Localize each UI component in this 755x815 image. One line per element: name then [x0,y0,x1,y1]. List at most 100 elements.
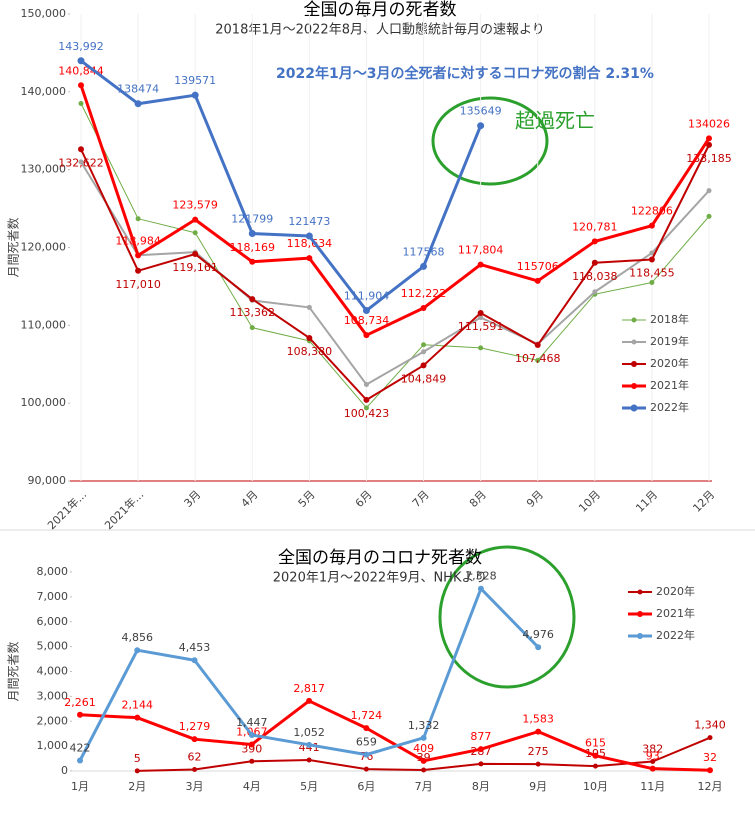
data-point [535,357,541,363]
data-point [363,405,369,411]
data-point [363,396,370,403]
data-point [249,258,256,265]
data-label: 2,144 [122,699,154,712]
y-tick-label: 120,000 [21,241,67,254]
data-point [78,159,84,165]
data-point [77,711,83,718]
data-point [78,146,84,153]
data-label: 117,010 [115,278,161,291]
data-point [134,100,142,108]
data-point [650,758,656,764]
legend-marker [637,589,643,595]
data-point [363,381,369,387]
y-tick-label: 1,000 [37,739,69,752]
x-tick-label: 4月 [243,780,261,793]
data-label: 108,734 [344,314,390,327]
y-tick-label: 150,000 [21,7,67,20]
data-point [420,757,427,764]
data-label: 135649 [460,105,502,118]
data-point [135,252,142,259]
x-tick-label: 8月 [472,780,490,793]
data-point [248,741,255,748]
legend-label: 2022年 [650,400,689,414]
x-tick-label: 2月 [128,780,146,793]
data-label: 7,328 [465,570,497,583]
data-label: 117,804 [458,244,504,257]
data-label: 121473 [288,215,330,228]
annotation: 2022年1月〜3月の全死者に対するコロナ死の割合 2.31% [276,65,654,82]
data-point [191,736,198,743]
x-tick-label: 5月 [300,780,318,793]
legend-label: 2021年 [650,378,689,392]
data-label: 1,279 [179,720,211,733]
data-point [420,305,427,312]
legend-marker [631,361,637,367]
data-point [249,296,256,303]
data-label: 659 [356,736,377,749]
data-point [478,315,484,321]
y-tick-label: 5,000 [37,640,69,653]
data-point [477,122,485,130]
chart-title: 全国の毎月の死者数 [304,0,457,20]
legend-marker [631,339,637,345]
series-line [79,699,711,772]
y-tick-label: 100,000 [21,396,67,409]
data-label: 1,447 [236,716,268,729]
data-label: 118,169 [230,241,276,254]
data-label: 4,976 [522,628,554,641]
data-label: 275 [528,745,549,758]
series-line [80,161,710,386]
data-point [649,280,655,286]
data-point [306,304,312,310]
data-point [478,761,484,767]
data-point [535,728,542,735]
data-label: 123,579 [172,199,218,212]
y-tick-label: 8,000 [37,565,69,578]
legend-marker [637,633,643,639]
data-label: 118,984 [115,234,161,247]
data-label: 2,261 [64,696,96,709]
legend-label: 2019年 [650,334,689,348]
data-point [135,216,141,222]
data-point [420,262,428,270]
data-label: 2,817 [293,682,325,695]
annotation: 超過死亡 [515,109,595,133]
data-point [78,101,84,107]
data-label: 62 [188,750,202,763]
data-point [363,725,370,732]
data-point [535,761,541,767]
data-point [535,644,542,651]
data-label: 409 [413,742,434,755]
data-label: 132,622 [58,156,104,169]
y-axis-label: 月間死者数 [6,217,21,277]
data-point [306,697,313,704]
highlight-circle [431,96,549,186]
x-tick-label: 7月 [415,780,433,793]
data-label: 615 [585,737,606,750]
chart-title: 全国の毎月のコロナ死者数 [278,548,482,568]
y-tick-label: 130,000 [21,163,67,176]
data-label: 1,332 [408,719,440,732]
data-label: 115706 [517,260,559,273]
data-point [363,766,369,772]
x-tick-label: 11月 [640,780,665,793]
data-point [534,277,541,284]
y-axis-label: 月間死者数 [6,641,21,701]
data-point [306,255,313,262]
y-tick-label: 4,000 [37,665,69,678]
data-point [649,250,655,256]
y-tick-label: 110,000 [21,318,67,331]
x-tick-label: 9月 [529,780,547,793]
data-point [134,647,141,654]
data-point [591,238,598,245]
data-point [306,334,313,341]
data-label: 422 [70,742,91,755]
data-point [477,746,484,753]
data-point [249,325,255,331]
data-point [591,259,598,266]
data-point [477,261,484,268]
legend-marker [631,383,637,389]
y-tick-label: 140,000 [21,85,67,98]
data-point [477,585,484,592]
data-label: 4,453 [179,641,211,654]
